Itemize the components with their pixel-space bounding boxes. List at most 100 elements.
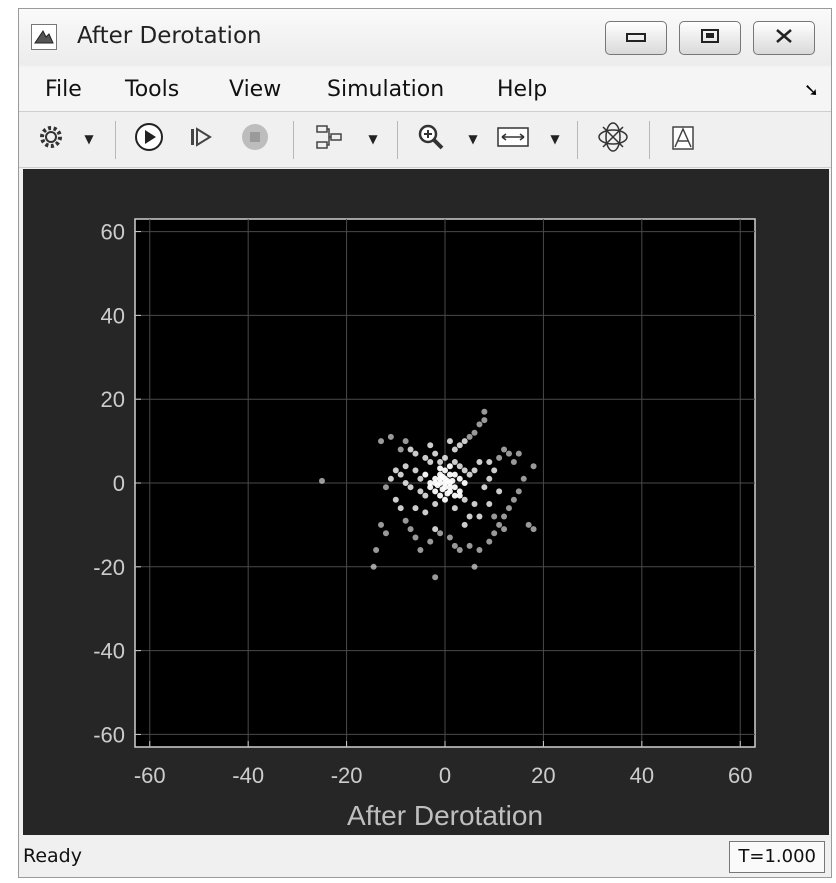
scale-axes-button[interactable] [493, 121, 533, 157]
scatter-point [432, 480, 439, 486]
configuration-dropdown-arrow[interactable]: ▼ [84, 132, 94, 146]
scatter-point [501, 513, 508, 520]
y-tick-label: 0 [113, 471, 125, 496]
maximize-button[interactable] [679, 21, 741, 55]
scatter-point [486, 538, 493, 545]
x-tick-label: -40 [232, 763, 264, 788]
maximize-icon [699, 28, 721, 49]
scatter-point [370, 563, 377, 570]
scatter-point [422, 509, 429, 516]
scatter-point [451, 492, 458, 499]
toolbar-separator [577, 121, 578, 159]
scatter-point [491, 513, 498, 520]
dock-arrow-icon[interactable]: ➘ [803, 80, 819, 101]
scatter-point [437, 492, 444, 499]
title-bar[interactable]: After Derotation [19, 9, 831, 65]
y-tick-label: -20 [93, 555, 125, 580]
scatter-point [456, 442, 463, 449]
scatter-point [442, 454, 448, 461]
scatter-point [525, 521, 532, 528]
scatter-point [437, 465, 444, 472]
stop-button[interactable] [235, 121, 275, 157]
scatter-point [476, 547, 483, 554]
scatter-point [412, 467, 419, 474]
scatter-point [444, 490, 451, 497]
scatter-point [491, 530, 498, 537]
scatter-point [432, 488, 439, 495]
signal-select-dropdown-arrow[interactable]: ▼ [368, 132, 378, 146]
toolbar-separator [293, 121, 294, 159]
scatter-point [382, 484, 389, 491]
scatter-point [471, 429, 478, 436]
menu-help[interactable]: Help [497, 77, 548, 102]
scatter-point [397, 446, 404, 453]
y-tick-label: 60 [101, 220, 125, 245]
scatter-point [387, 475, 394, 482]
scatter-point [486, 459, 493, 466]
scatter-point [530, 526, 537, 533]
scatter-point [417, 475, 424, 482]
zoom-in-button[interactable] [411, 121, 451, 157]
scatter-point [432, 574, 439, 581]
constellation-button[interactable] [591, 121, 635, 157]
minimize-button[interactable] [605, 21, 667, 55]
scale-axes-dropdown-arrow[interactable]: ▼ [550, 132, 560, 146]
status-bar: Ready T=1.000 [19, 837, 831, 877]
run-button[interactable] [129, 121, 169, 157]
toolbar: ▼ ▼ ▼ [19, 113, 831, 168]
scatter-point [417, 547, 424, 554]
menu-tools[interactable]: Tools [125, 77, 180, 102]
scatter-point [451, 459, 458, 466]
run-icon [133, 121, 165, 157]
scatter-point [402, 438, 409, 445]
scatter-points [318, 408, 537, 581]
scatter-point [496, 488, 503, 495]
measurements-button[interactable] [663, 121, 703, 157]
constellation-plot: -60 -40 -20 0 20 40 60 60 40 20 0 -20 -40 -60 After De… [93, 218, 756, 831]
scatter-point [442, 480, 448, 486]
scatter-point [456, 463, 463, 470]
menu-simulation[interactable]: Simulation [327, 77, 445, 102]
scatter-point [407, 484, 414, 491]
scatter-point [397, 471, 404, 478]
scatter-point [446, 463, 453, 470]
scatter-point [378, 521, 385, 528]
scatter-point [437, 459, 444, 466]
scale-axes-icon [496, 123, 530, 155]
scatter-point [446, 484, 453, 491]
minimize-icon [625, 28, 647, 49]
scatter-point [397, 505, 404, 512]
x-tick-label: 20 [531, 763, 555, 788]
menu-view[interactable]: View [229, 77, 282, 102]
step-forward-button[interactable] [183, 121, 219, 157]
scatter-point [476, 513, 483, 520]
toolbar-separator [397, 121, 398, 159]
scatter-point [486, 475, 493, 482]
scope-window: After Derotation File Tools View Simulat… [18, 8, 832, 878]
window-title: After Derotation [77, 23, 262, 49]
scatter-point [451, 542, 458, 549]
signal-select-button[interactable] [309, 121, 349, 157]
scope-display: -60 -40 -20 0 20 40 60 60 40 20 0 -20 -40 -60 After De… [23, 169, 829, 835]
scatter-point [481, 484, 488, 491]
scatter-point [451, 484, 458, 491]
scatter-point [510, 496, 517, 503]
toolbar-separator [115, 121, 116, 159]
scatter-point [378, 438, 385, 445]
menu-file[interactable]: File [45, 77, 82, 102]
scatter-point [402, 480, 409, 486]
scatter-point [520, 475, 527, 482]
configuration-button[interactable] [33, 121, 69, 157]
scatter-point [432, 526, 439, 533]
scatter-point [496, 454, 503, 461]
scatter-point [427, 480, 434, 486]
menu-bar: File Tools View Simulation Help ➘ [19, 67, 831, 112]
scatter-point [456, 475, 463, 482]
scatter-point [439, 486, 446, 493]
close-button[interactable] [753, 21, 815, 55]
y-tick-label: 20 [101, 387, 125, 412]
scatter-point [451, 471, 458, 478]
scatter-point [461, 521, 468, 528]
zoom-dropdown-arrow[interactable]: ▼ [468, 132, 478, 146]
scatter-point [476, 421, 483, 428]
